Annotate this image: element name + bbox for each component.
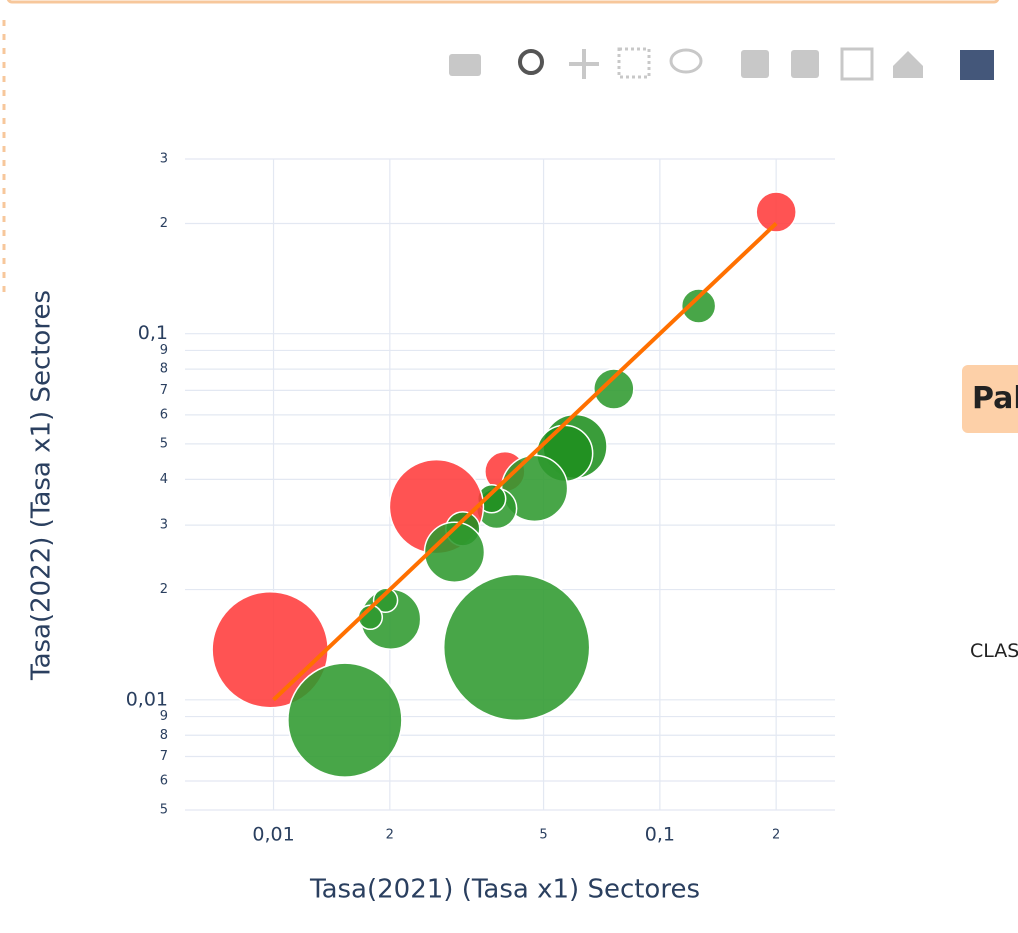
camera-icon[interactable] — [449, 54, 481, 76]
panel-border — [6, 0, 1000, 4]
select-icon[interactable] — [617, 47, 651, 79]
toolbar — [449, 47, 994, 81]
home-icon[interactable] — [893, 51, 923, 78]
y-tick-label: 6 — [160, 407, 168, 422]
label: CLAS — [970, 640, 1018, 662]
x-axis-title: Tasa(2021) (Tasa x1) Sectores — [309, 875, 700, 905]
y-tick-label: 2 — [160, 216, 168, 231]
y-axis-title: Tasa(2022) (Tasa x1) Sectores — [27, 290, 57, 681]
y-tick-label: 8 — [160, 728, 168, 743]
bubble — [442, 573, 591, 722]
bubble — [593, 368, 635, 410]
y-tick-label: 9 — [160, 709, 168, 724]
autoscale-icon[interactable] — [840, 47, 874, 81]
y-tick-label: 3 — [160, 152, 168, 167]
y-tick-label: 2 — [160, 582, 168, 597]
y-tick-label: 5 — [160, 436, 168, 451]
zoom-in-icon[interactable] — [741, 50, 769, 78]
x-tick-label: 2 — [772, 828, 780, 843]
y-tick-label: 7 — [160, 749, 168, 764]
x-tick-label: 0,01 — [252, 824, 294, 846]
y-tick-label: 0,01 — [126, 688, 168, 710]
bubble — [755, 191, 797, 233]
bubble — [287, 662, 403, 778]
y-tick-label: 9 — [160, 343, 168, 358]
tab-button[interactable]: Pal — [962, 365, 1018, 433]
bubble — [423, 521, 486, 583]
y-tick-label: 7 — [160, 383, 168, 398]
bubble — [680, 288, 717, 324]
x-tick-label: 2 — [386, 828, 394, 843]
y-tick-label: 3 — [160, 518, 168, 533]
x-tick-label: 0,1 — [645, 824, 675, 846]
zoom-icon[interactable] — [518, 49, 544, 75]
plotly-logo[interactable] — [960, 50, 994, 80]
zoom-out-icon[interactable] — [791, 50, 819, 78]
y-tick-label: 8 — [160, 362, 168, 377]
bubble — [372, 587, 399, 614]
pan-icon[interactable] — [569, 49, 599, 79]
lasso-icon[interactable] — [669, 48, 703, 74]
y-tick-label: 5 — [160, 803, 168, 818]
y-tick-label: 0,1 — [138, 322, 168, 344]
trend-line — [272, 222, 778, 702]
y-tick-label: 6 — [160, 774, 168, 789]
x-tick-label: 5 — [539, 828, 547, 843]
y-tick-label: 4 — [160, 472, 168, 487]
